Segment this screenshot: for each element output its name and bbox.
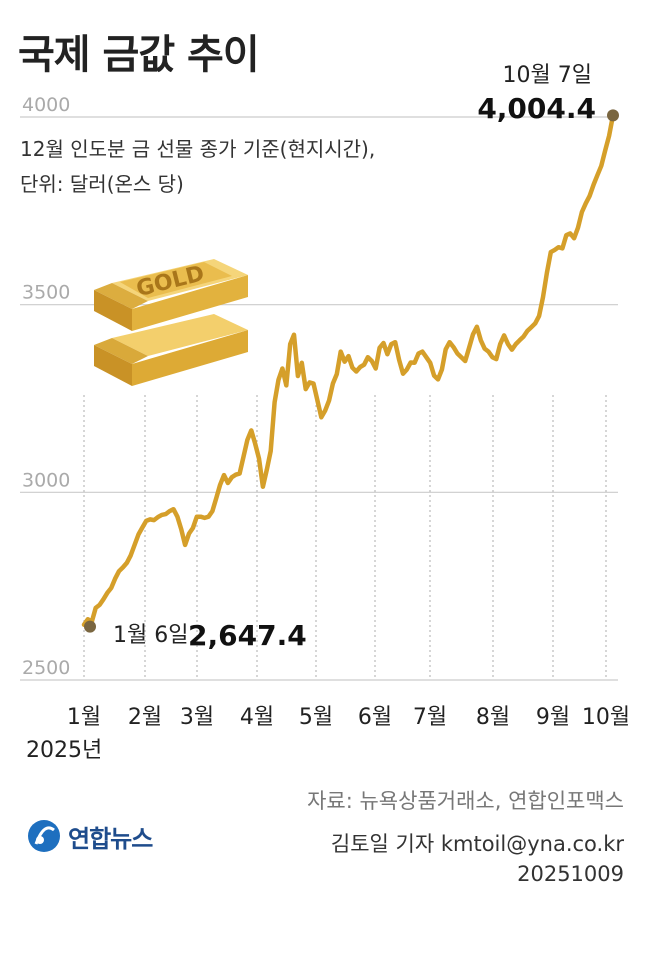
y-tick-label: 2500 [22, 657, 70, 679]
start-date-label: 1월 6일 [113, 623, 188, 648]
month-tick-label: 10월 [582, 705, 630, 730]
gold-bars-icon: GOLD [94, 259, 248, 386]
yonhap-logo-icon [28, 820, 60, 852]
start-value-label: 2,647.4 [188, 619, 307, 652]
month-tick-label: 1월 [67, 705, 101, 730]
month-tick-label: 5월 [299, 705, 333, 730]
start-point-marker [84, 620, 96, 633]
end-date-label: 10월 7일 [503, 63, 592, 88]
y-tick-label: 3500 [22, 282, 70, 304]
month-tick-label: 8월 [476, 705, 510, 730]
month-tick-label: 3월 [180, 705, 214, 730]
y-tick-label: 4000 [22, 94, 70, 116]
month-tick-label: 9월 [536, 705, 570, 730]
page-title: 국제 금값 추이 [18, 32, 260, 78]
end-value-label: 4,004.4 [477, 92, 596, 125]
price-line [81, 113, 616, 627]
y-tick-label: 3000 [22, 469, 70, 491]
month-tick-label: 6월 [358, 705, 392, 730]
end-point-marker [607, 109, 619, 122]
x-tick-labels: 1월 2월 3월 4월 5월 6월 7월 8월 9월 10월 [67, 705, 630, 730]
month-tick-label: 4월 [240, 705, 274, 730]
y-tick-labels: 2500 3000 3500 4000 [22, 94, 70, 679]
reporter-credit: 김토일 기자 kmtoil@yna.co.kr [330, 832, 624, 856]
year-label: 2025년 [26, 738, 102, 763]
month-tick-label: 2월 [128, 705, 162, 730]
logo-text: 연합뉴스 [68, 824, 153, 853]
source-text: 자료: 뉴욕상품거래소, 연합인포맥스 [307, 789, 624, 813]
publish-date: 20251009 [517, 862, 624, 886]
month-tick-label: 7월 [413, 705, 447, 730]
yonhap-logo: 연합뉴스 [26, 818, 153, 854]
chart-subtitle-line2: 단위: 달러(온스 당) [20, 172, 184, 196]
chart-subtitle-line1: 12월 인도분 금 선물 종가 기준(현지시간), [20, 137, 376, 161]
